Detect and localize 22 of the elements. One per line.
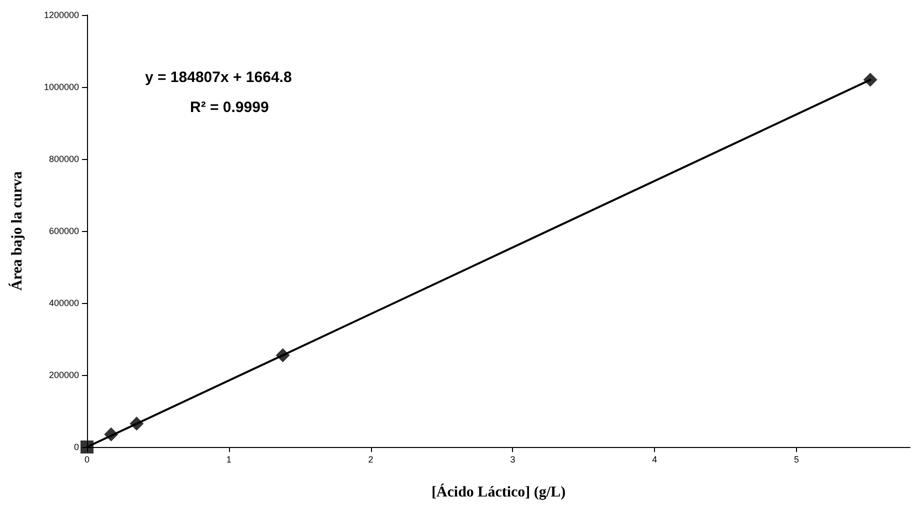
y-tick-label: 1200000 — [44, 10, 79, 20]
point — [80, 440, 94, 454]
y-tick-label: 1000000 — [44, 82, 79, 92]
x-axis-title: [Ácido Láctico] (g/L) — [431, 484, 566, 500]
x-tick-label: 1 — [226, 454, 232, 464]
x-tick-label: 0 — [84, 454, 90, 464]
x-tick-label: 3 — [510, 454, 516, 464]
x-tick-label: 4 — [652, 454, 658, 464]
point — [276, 348, 290, 362]
y-tick-label: 200000 — [48, 370, 79, 380]
y-tick-label: 800000 — [48, 154, 79, 164]
y-tick-label: 400000 — [48, 298, 79, 308]
annotation: y = 184807x + 1664.8 — [145, 69, 292, 86]
y-tick-label: 0 — [74, 442, 79, 452]
x-tick-label: 2 — [368, 454, 374, 464]
x-tick-label: 5 — [794, 454, 799, 464]
y-tick-label: 600000 — [48, 226, 79, 236]
point — [104, 427, 118, 442]
y-axis-title: Área bajo la curva — [8, 170, 26, 291]
point — [130, 416, 144, 431]
annotation: R² = 0.9999 — [190, 99, 269, 116]
point — [863, 72, 878, 87]
